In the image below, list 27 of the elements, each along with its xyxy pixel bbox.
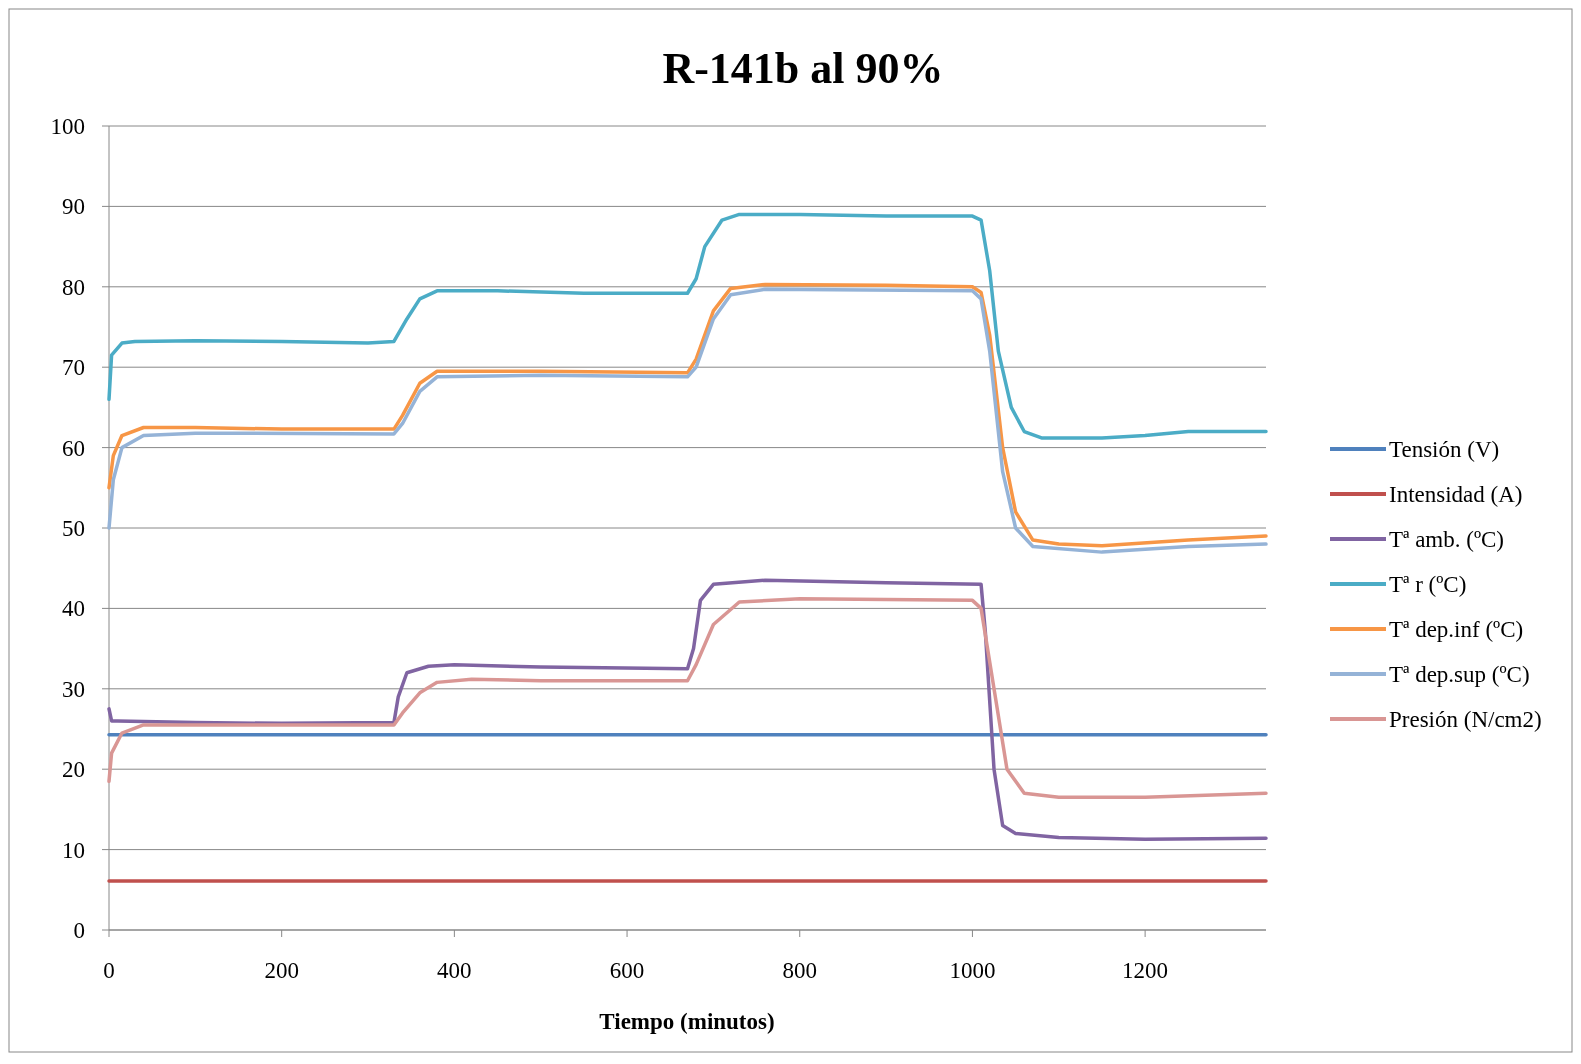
y-tick-label: 50 <box>62 516 85 541</box>
x-tick-label: 0 <box>103 958 115 983</box>
x-tick-label: 1200 <box>1122 958 1169 983</box>
legend-label: Tª amb. (ºC) <box>1389 527 1505 552</box>
legend-label: Intensidad (A) <box>1389 482 1523 507</box>
legend-label: Tª r (ºC) <box>1389 572 1467 597</box>
x-axis-title: Tiempo (minutos) <box>599 1009 775 1034</box>
legend-label: Tª dep.sup (ºC) <box>1389 662 1530 687</box>
y-tick-label: 40 <box>62 596 85 622</box>
x-tick-label: 600 <box>609 958 645 983</box>
y-tick-label: 80 <box>62 274 85 300</box>
legend-label: Presión (N/cm2) <box>1389 707 1542 732</box>
y-tick-label: 60 <box>62 435 85 461</box>
y-tick-label: 70 <box>62 355 85 381</box>
x-tick-label: 800 <box>782 958 817 983</box>
x-tick-label: 400 <box>437 958 472 983</box>
y-tick-label: 0 <box>73 918 85 943</box>
x-tick-label: 200 <box>264 958 299 983</box>
y-tick-label: 10 <box>62 837 85 863</box>
y-tick-label: 100 <box>50 114 85 139</box>
y-tick-label: 90 <box>62 194 85 220</box>
x-tick-label: 1000 <box>949 958 996 983</box>
y-tick-label: 30 <box>62 676 85 702</box>
legend-label: Tensión (V) <box>1389 437 1500 462</box>
legend-label: Tª dep.inf (ºC) <box>1389 617 1524 642</box>
y-tick-label: 20 <box>62 757 85 783</box>
chart-title: R-141b al 90% <box>662 44 944 93</box>
